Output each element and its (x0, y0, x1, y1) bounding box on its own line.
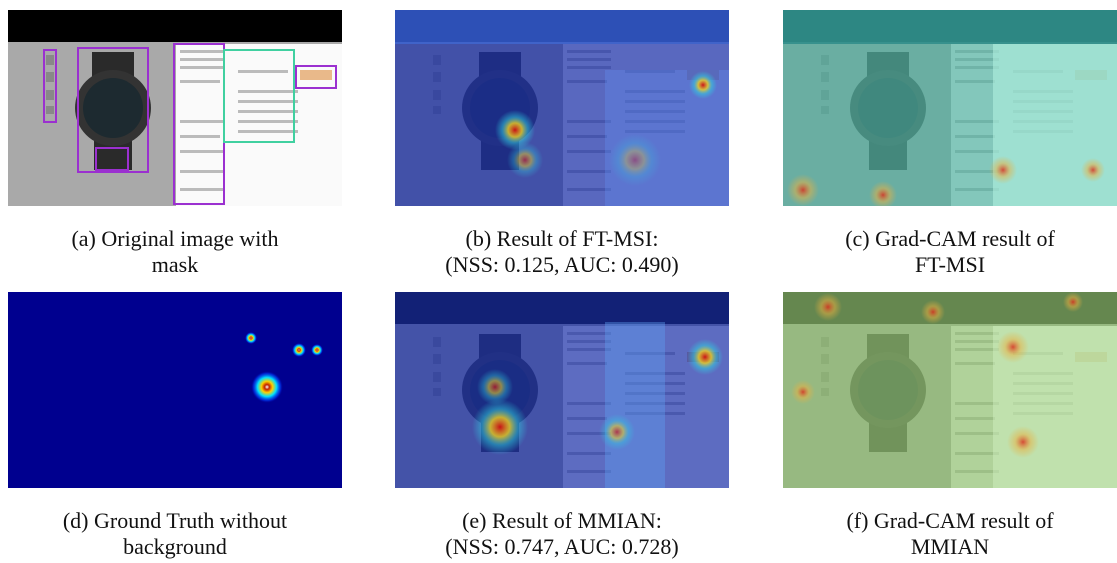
caption-line: (f) Grad-CAM result of (846, 508, 1054, 533)
ground-truth (8, 292, 342, 488)
caption-line: (NSS: 0.125, AUC: 0.490) (445, 252, 679, 277)
panel: (f) Grad-CAM result of MMIAN (783, 292, 1117, 560)
grad-cam (783, 10, 1117, 206)
caption-line: MMIAN (910, 534, 990, 559)
saliency-map (395, 10, 729, 206)
caption-line: (NSS: 0.747, AUC: 0.728) (445, 534, 679, 559)
caption-line: (a) Original image with (71, 226, 279, 251)
panel: (b) Result of FT-MSI: (NSS: 0.125, AUC: 0… (395, 10, 729, 278)
grad-cam (783, 292, 1117, 488)
caption-line: mask (151, 252, 199, 277)
caption-line: (d) Ground Truth without (62, 508, 288, 533)
panel: (c) Grad-CAM result of FT-MSI (783, 10, 1117, 278)
caption-line: (c) Grad-CAM result of (845, 226, 1055, 251)
saliency-map (395, 292, 729, 488)
caption-line: FT-MSI (914, 252, 986, 277)
caption-line: (e) Result of MMIAN: (462, 508, 662, 533)
panel: (d) Ground Truth without background (8, 292, 342, 560)
panel: (e) Result of MMIAN: (NSS: 0.747, AUC: 0.… (395, 292, 729, 560)
panel: (a) Original image with mask (8, 10, 342, 278)
caption-line: background (123, 534, 227, 559)
original-image (8, 10, 342, 206)
caption-line: (b) Result of FT-MSI: (465, 226, 659, 251)
